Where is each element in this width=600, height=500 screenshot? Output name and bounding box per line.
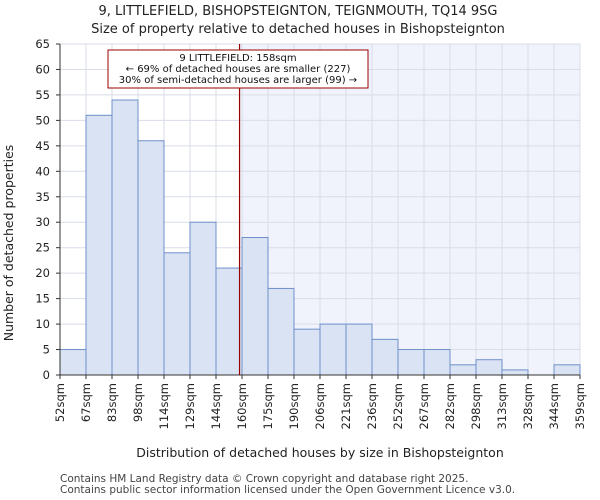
x-tick-label: 129sqm [183,383,197,429]
y-tick-label: 20 [35,266,50,280]
axes [59,44,580,376]
bar-252sqm [397,349,425,376]
x-axis-label: Distribution of detached houses by size … [136,445,504,460]
bar-267sqm [423,349,451,376]
x-tick-label: 83sqm [105,383,119,422]
bar-206sqm [319,323,347,376]
x-tick-label: 313sqm [495,383,509,429]
bar-114sqm [163,252,191,376]
bar-160sqm [241,237,269,376]
bar-52sqm [59,349,87,376]
y-tick-label: 50 [35,113,50,127]
x-tick-label: 328sqm [521,383,535,429]
bar-344sqm [553,364,581,376]
y-tick-label: 40 [35,164,50,178]
footer-line-1: Contains HM Land Registry data © Crown c… [60,473,469,485]
x-tick-label: 175sqm [261,383,275,429]
bar-313sqm [501,369,529,376]
y-tick-label: 55 [35,88,50,102]
y-tick-label: 60 [35,62,50,76]
bar-129sqm [189,221,217,376]
bars [59,99,581,376]
y-tick-label: 65 [35,37,50,51]
x-tick-label: 359sqm [573,383,587,429]
y-tick-label: 30 [35,215,50,229]
bar-190sqm [293,328,321,376]
y-tick-label: 35 [35,190,50,204]
annotation-line-1: 9 LITTLEFIELD: 158sqm [179,53,296,64]
x-tick-label: 298sqm [469,383,483,429]
x-tick-label: 98sqm [131,383,145,422]
footer-line-2: Contains public sector information licen… [60,484,516,496]
x-tick-label: 144sqm [209,383,223,429]
annotation-line-3: 30% of semi-detached houses are larger (… [119,75,357,86]
bar-83sqm [111,99,139,376]
annotation-frame [107,49,369,89]
bar-98sqm [137,140,165,376]
y-tick-label: 10 [35,317,50,331]
bar-282sqm [449,364,477,376]
x-tick-label: 67sqm [79,383,93,422]
x-tick-label: 267sqm [417,383,431,429]
y-axis-label: Number of detached properties [1,145,16,342]
bar-175sqm [267,287,295,376]
x-tick-label: 206sqm [313,383,327,429]
highlight-area [239,44,580,375]
chart-subtitle: Size of property relative to detached ho… [91,22,505,37]
y-ticks: 0 5 10 15 20 25 30 35 40 45 50 55 60 65 [35,37,60,382]
x-tick-label: 221sqm [339,383,353,429]
chart-title: 9, LITTLEFIELD, BISHOPSTEIGNTON, TEIGNMO… [99,4,498,19]
x-tick-label: 252sqm [391,383,405,429]
x-tick-label: 160sqm [235,383,249,429]
annotation-box: 9 LITTLEFIELD: 158sqm ← 69% of detached … [107,49,369,89]
x-ticks: 52sqm 67sqm 83sqm 98sqm 114sqm 129sqm 144sqm 16… [53,375,587,429]
x-tick-label: 344sqm [547,383,561,429]
bar-67sqm [85,114,113,376]
y-tick-label: 45 [35,139,50,153]
bar-236sqm [371,338,399,376]
x-tick-label: 282sqm [443,383,457,429]
y-tick-label: 15 [35,292,50,306]
x-tick-label: 236sqm [365,383,379,429]
annotation-line-2: ← 69% of detached houses are smaller (22… [126,64,351,75]
x-tick-label: 114sqm [157,383,171,429]
bar-298sqm [475,359,503,376]
x-tick-label: 190sqm [287,383,301,429]
y-tick-label: 0 [43,368,50,382]
x-tick-label: 52sqm [53,383,67,422]
y-tick-label: 25 [35,241,50,255]
bar-144sqm [215,267,243,376]
bar-221sqm [345,323,373,376]
y-tick-label: 5 [43,343,50,357]
